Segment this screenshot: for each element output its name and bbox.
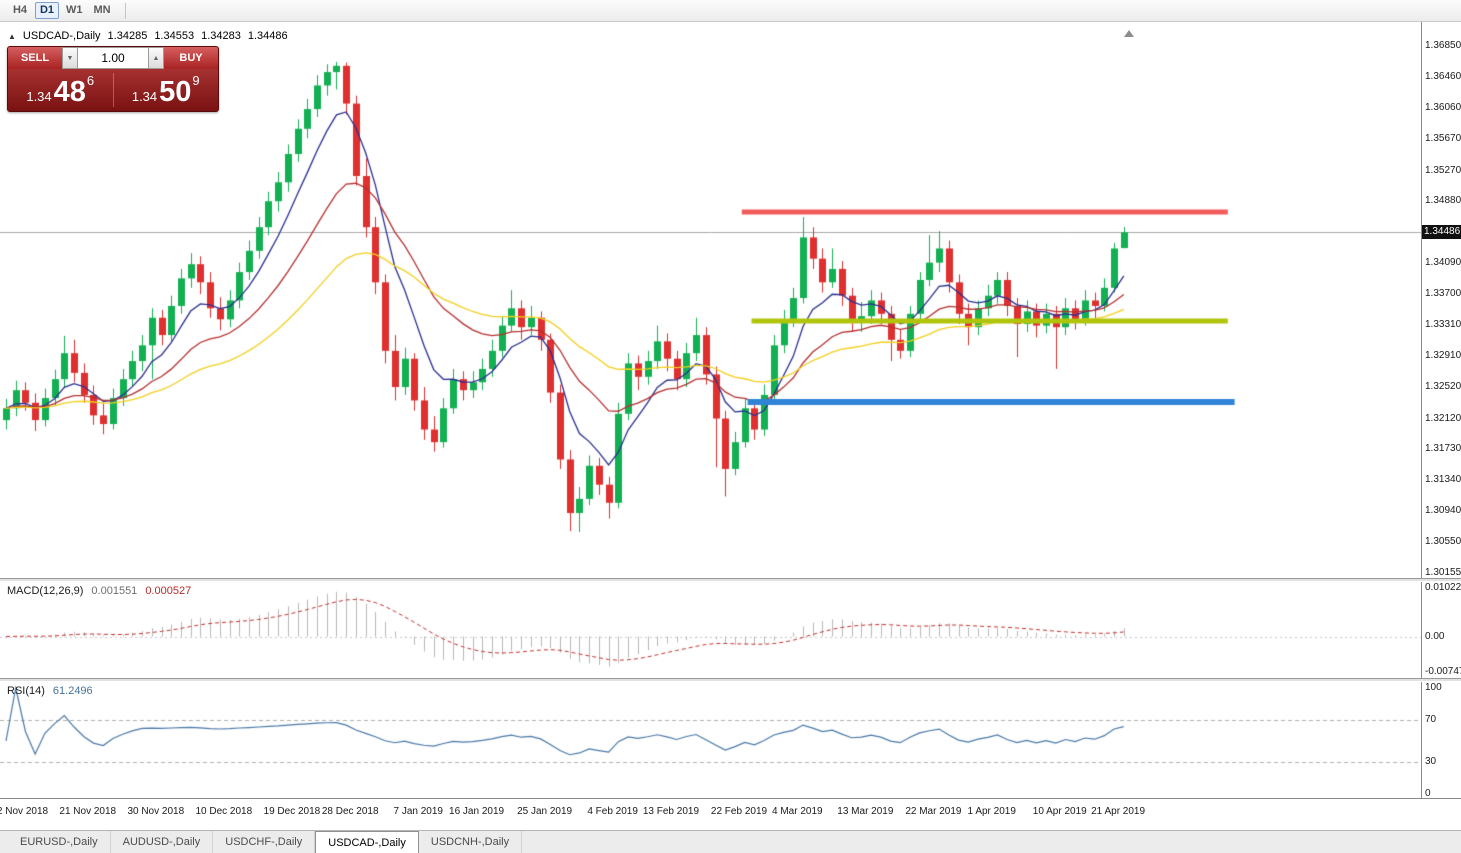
volume-increase-button[interactable]: ▲ [148, 47, 164, 69]
macd-indicator-canvas[interactable] [0, 582, 1421, 678]
price-axis-label: 1.30550 [1425, 536, 1461, 548]
time-axis-label: 12 Nov 2018 [0, 806, 49, 817]
timeframe-button-d1[interactable]: D1 [35, 2, 59, 19]
rsi-axis-label: 100 [1425, 682, 1442, 693]
price-chart-canvas[interactable] [0, 22, 1421, 578]
timeframe-button-h4[interactable]: H4 [12, 4, 28, 16]
trade-prices-row: 1.34 48 6 1.34 50 9 [8, 69, 218, 111]
price-axis-label: 1.32120 [1425, 412, 1461, 424]
time-axis-label: 30 Nov 2018 [127, 806, 185, 817]
timeframe-button-mn[interactable]: MN [93, 4, 111, 16]
time-axis[interactable]: 12 Nov 2018 21 Nov 2018 30 Nov 2018 10 Dec … [0, 798, 1461, 830]
macd-axis-label: -0.007477 [1425, 666, 1461, 677]
macd-main-value: 0.001551 [91, 585, 138, 597]
time-axis-label: 22 Mar 2019 [905, 806, 962, 817]
sell-price-pipette: 6 [86, 73, 95, 88]
time-axis-label: 22 Feb 2019 [710, 806, 768, 817]
volume-input[interactable] [78, 47, 148, 69]
trade-controls-row: SELL ▼ ▲ BUY [8, 47, 218, 69]
rsi-value: 61.2496 [52, 685, 93, 697]
chart-symbol-title: USDCAD-,Daily [22, 30, 101, 42]
time-axis-label: 4 Feb 2019 [587, 806, 638, 817]
chart-tab-usdcnh[interactable]: USDCNH-,Daily [419, 831, 523, 853]
time-axis-label: 16 Jan 2019 [449, 806, 505, 817]
time-axis-label: 21 Nov 2018 [59, 806, 117, 817]
ohlc-open: 1.34285 [107, 30, 148, 42]
chart-tab-eurusd[interactable]: EURUSD-,Daily [8, 831, 111, 853]
rsi-indicator-canvas[interactable] [0, 682, 1421, 798]
price-axis-label: 1.34090 [1425, 257, 1461, 269]
buy-price-pips: 50 [159, 76, 192, 108]
panel-splitter-macd[interactable] [0, 578, 1461, 582]
price-divider [112, 73, 114, 107]
macd-signal-value: 0.000527 [145, 585, 192, 597]
chart-tab-usdcad[interactable]: USDCAD-,Daily [315, 831, 419, 853]
price-axis-label: 1.31340 [1425, 473, 1461, 485]
time-axis-label: 7 Jan 2019 [393, 806, 443, 817]
volume-dropdown-button[interactable]: ▼ [62, 47, 78, 69]
ohlc-close: 1.34486 [247, 30, 288, 42]
time-axis-label: 10 Dec 2018 [195, 806, 253, 817]
ohlc-high: 1.34553 [154, 30, 195, 42]
macd-axis-label: 0.00 [1425, 630, 1445, 642]
buy-price-display[interactable]: 1.34 50 9 [114, 69, 219, 111]
chart-shift-marker[interactable] [1124, 30, 1134, 37]
time-axis-label: 10 Apr 2019 [1032, 806, 1087, 817]
one-click-panel-toggle-icon[interactable]: ▲ [8, 31, 16, 41]
toolbar-separator [124, 2, 126, 19]
price-axis-label: 1.31730 [1425, 443, 1461, 455]
timeframe-button-w1[interactable]: W1 [66, 4, 83, 16]
price-axis-label: 1.34880 [1425, 195, 1461, 207]
sell-price-display[interactable]: 1.34 48 6 [8, 69, 113, 111]
time-axis-label: 25 Jan 2019 [517, 806, 573, 817]
price-axis-label: 1.30155 [1425, 567, 1461, 579]
time-axis-label: 19 Dec 2018 [263, 806, 321, 817]
time-axis-label: 28 Dec 2018 [321, 806, 379, 817]
chart-tab-audusd[interactable]: AUDUSD-,Daily [111, 831, 214, 853]
time-axis-label: 21 Apr 2019 [1091, 806, 1146, 817]
buy-button[interactable]: BUY [164, 47, 218, 69]
timeframe-button-group: H4 D1 W1 MN [8, 2, 115, 19]
current-price-tag: 1.34486 [1422, 225, 1461, 240]
chart-tab-usdchf[interactable]: USDCHF-,Daily [213, 831, 316, 853]
chart-tab-bar: EURUSD-,Daily AUDUSD-,Daily USDCHF-,Daily U… [0, 830, 1461, 853]
price-axis-label: 1.36460 [1425, 70, 1461, 82]
time-axis-label: 1 Apr 2019 [967, 806, 1016, 817]
price-axis-label: 1.33700 [1425, 288, 1461, 300]
price-axis-label: 1.35670 [1425, 133, 1461, 144]
price-axis-label: 1.35270 [1425, 164, 1461, 176]
macd-axis-label: 0.010229 [1425, 582, 1461, 593]
ohlc-low: 1.34283 [201, 30, 241, 42]
sell-price-pips: 48 [53, 76, 86, 108]
time-axis-label: 4 Mar 2019 [772, 806, 823, 817]
chevron-up-icon: ▲ [152, 54, 160, 62]
macd-indicator-title: MACD(12,26,9) 0.001551 0.000527 [7, 585, 191, 597]
time-axis-label: 13 Feb 2019 [642, 806, 700, 817]
price-axis-label: 1.30940 [1425, 505, 1461, 517]
rsi-axis-label: 70 [1425, 713, 1437, 725]
buy-price-figure: 1.34 [131, 89, 158, 104]
time-axis-label: 13 Mar 2019 [837, 806, 894, 817]
sell-price-figure: 1.34 [26, 89, 52, 104]
price-axis-label: 1.33310 [1425, 318, 1461, 330]
price-axis-label: 1.32520 [1425, 381, 1461, 393]
price-axis-label: 1.32910 [1425, 350, 1461, 362]
rsi-axis-label: 0 [1425, 788, 1431, 799]
rsi-indicator-title: RSI(14) 61.2496 [7, 685, 93, 697]
macd-name-label: MACD(12,26,9) [7, 585, 84, 597]
chart-title-bar: ▲ USDCAD-,Daily 1.34285 1.34553 1.34283 … [8, 30, 288, 42]
price-axis[interactable]: 1.34486 1.36850 1.36460 1.36060 1.35670 1.35… [1421, 22, 1461, 799]
buy-price-pipette: 9 [192, 73, 200, 88]
chevron-down-icon: ▼ [66, 54, 74, 62]
sell-button[interactable]: SELL [8, 47, 62, 69]
panel-splitter-rsi[interactable] [0, 678, 1461, 682]
price-axis-label: 1.36060 [1425, 102, 1461, 114]
rsi-axis-label: 30 [1425, 756, 1437, 768]
rsi-name-label: RSI(14) [7, 685, 45, 697]
timeframes-toolbar: H4 D1 W1 MN [0, 0, 1461, 22]
price-axis-label: 1.36850 [1425, 40, 1461, 52]
